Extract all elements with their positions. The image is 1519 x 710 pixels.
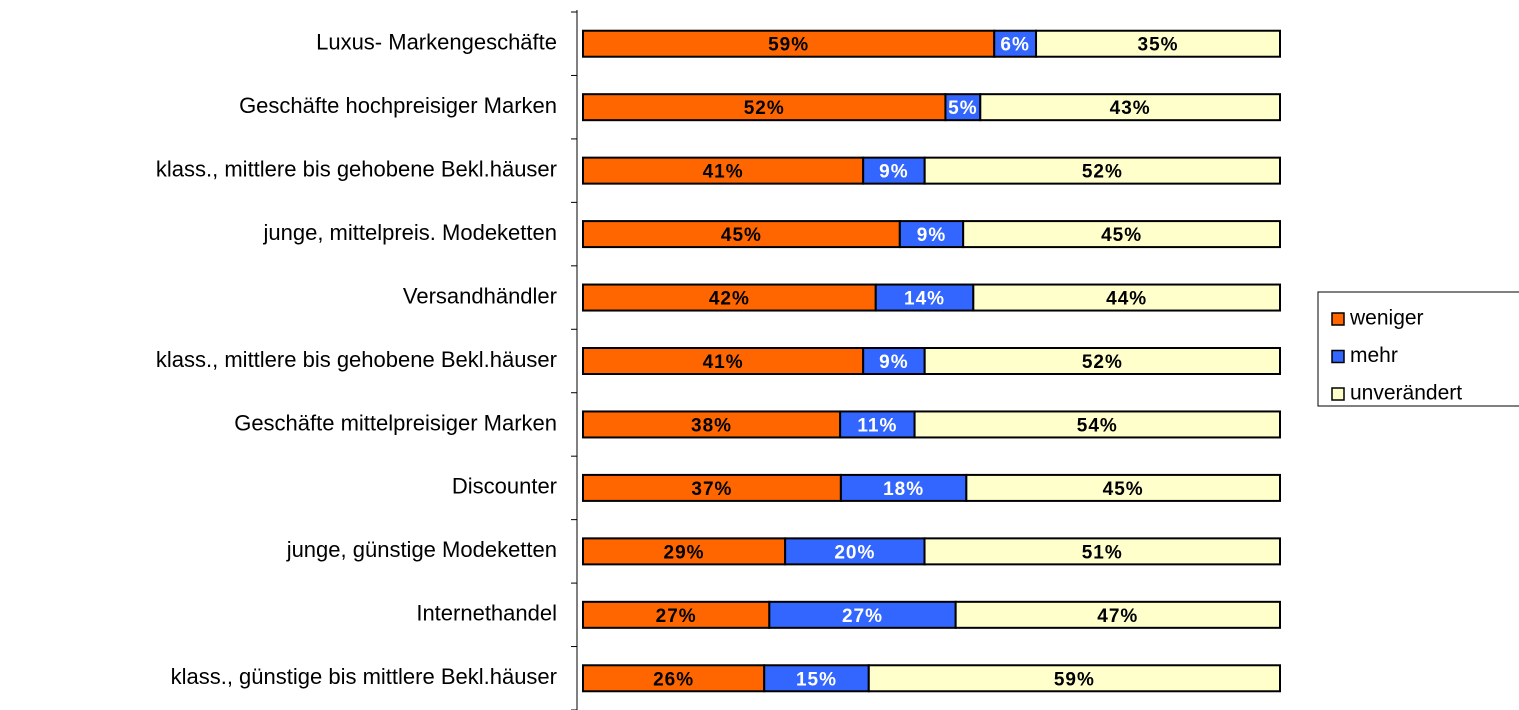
bar-segment xyxy=(913,410,1281,439)
value-label: 43% xyxy=(1110,98,1151,119)
value-label: 9% xyxy=(879,162,908,183)
value-label: 59% xyxy=(768,35,809,56)
category-label: junge, mittelpreis. Modeketten xyxy=(263,220,558,245)
category-label: Luxus- Markengeschäfte xyxy=(316,30,557,55)
bar-segment xyxy=(582,29,996,58)
legend-label: weniger xyxy=(1349,307,1424,330)
bar-segment xyxy=(1035,29,1282,58)
value-label: 47% xyxy=(1097,606,1138,627)
value-label: 35% xyxy=(1138,35,1179,56)
bar-segment xyxy=(582,283,877,312)
bar-segment xyxy=(944,93,982,122)
bar-segment xyxy=(582,93,947,122)
bar-segment xyxy=(923,537,1282,566)
bar-segment xyxy=(582,156,865,185)
value-label: 14% xyxy=(904,289,945,310)
value-label: 27% xyxy=(656,606,697,627)
value-label: 54% xyxy=(1077,415,1118,436)
value-label: 45% xyxy=(721,225,762,246)
value-label: 41% xyxy=(703,162,744,183)
bar-segment xyxy=(768,600,957,629)
bar-segment xyxy=(862,347,926,375)
value-label: 51% xyxy=(1082,542,1123,563)
bar-segment xyxy=(582,347,865,375)
bar-segment xyxy=(923,156,1282,185)
category-label: Versandhändler xyxy=(403,283,557,308)
value-label: 26% xyxy=(653,669,694,690)
value-label: 20% xyxy=(834,542,875,563)
value-label: 11% xyxy=(857,415,897,436)
bar-segment xyxy=(867,664,1282,693)
bar-segment xyxy=(784,537,926,566)
bar-segment xyxy=(874,283,975,312)
value-label: 38% xyxy=(691,415,732,436)
value-label: 52% xyxy=(1082,162,1123,183)
value-label: 41% xyxy=(703,352,744,373)
legend-box xyxy=(1317,291,1519,407)
value-label: 15% xyxy=(796,669,837,690)
legend-swatch xyxy=(1331,387,1345,401)
value-label: 27% xyxy=(842,606,883,627)
category-label: Geschäfte hochpreisiger Marken xyxy=(239,93,557,118)
value-label: 52% xyxy=(1082,352,1123,373)
legend-label: mehr xyxy=(1350,344,1398,367)
category-label: klass., mittlere bis gehobene Bekl.häuse… xyxy=(156,347,557,372)
value-label: 6% xyxy=(1000,35,1029,56)
bar-segment xyxy=(965,473,1281,502)
category-label: junge, günstige Modeketten xyxy=(286,537,557,562)
value-label: 52% xyxy=(744,98,785,119)
value-label: 45% xyxy=(1103,479,1144,500)
bar-segment xyxy=(898,220,965,249)
bar-segment xyxy=(993,29,1038,58)
category-label: Geschäfte mittelpreisiger Marken xyxy=(234,410,557,435)
legend-swatch xyxy=(1331,312,1345,326)
legend-swatch xyxy=(1331,349,1345,364)
bar-segment xyxy=(979,93,1281,122)
value-label: 5% xyxy=(948,98,977,119)
value-label: 9% xyxy=(917,225,946,246)
bar-segment xyxy=(923,347,1282,375)
value-label: 59% xyxy=(1054,669,1095,690)
bar-segment xyxy=(763,664,870,693)
value-label: 45% xyxy=(1101,225,1142,246)
value-label: 44% xyxy=(1106,289,1147,310)
bar-segment xyxy=(839,410,916,439)
category-label: Discounter xyxy=(452,474,557,499)
value-label: 37% xyxy=(691,479,732,500)
legend-label: unverändert xyxy=(1350,382,1462,405)
bar-segment xyxy=(972,283,1281,312)
category-label: klass., günstige bis mittlere Bekl.häuse… xyxy=(171,664,557,689)
bar-segment xyxy=(582,664,766,693)
value-label: 29% xyxy=(664,542,705,563)
bar-segment xyxy=(582,220,901,249)
category-label: Internethandel xyxy=(416,601,557,626)
value-label: 42% xyxy=(709,289,750,310)
bar-segment xyxy=(962,220,1281,249)
category-label: klass., mittlere bis gehobene Bekl.häuse… xyxy=(156,156,557,181)
value-label: 9% xyxy=(879,352,908,373)
bar-segment xyxy=(954,600,1281,629)
value-label: 18% xyxy=(883,479,924,500)
